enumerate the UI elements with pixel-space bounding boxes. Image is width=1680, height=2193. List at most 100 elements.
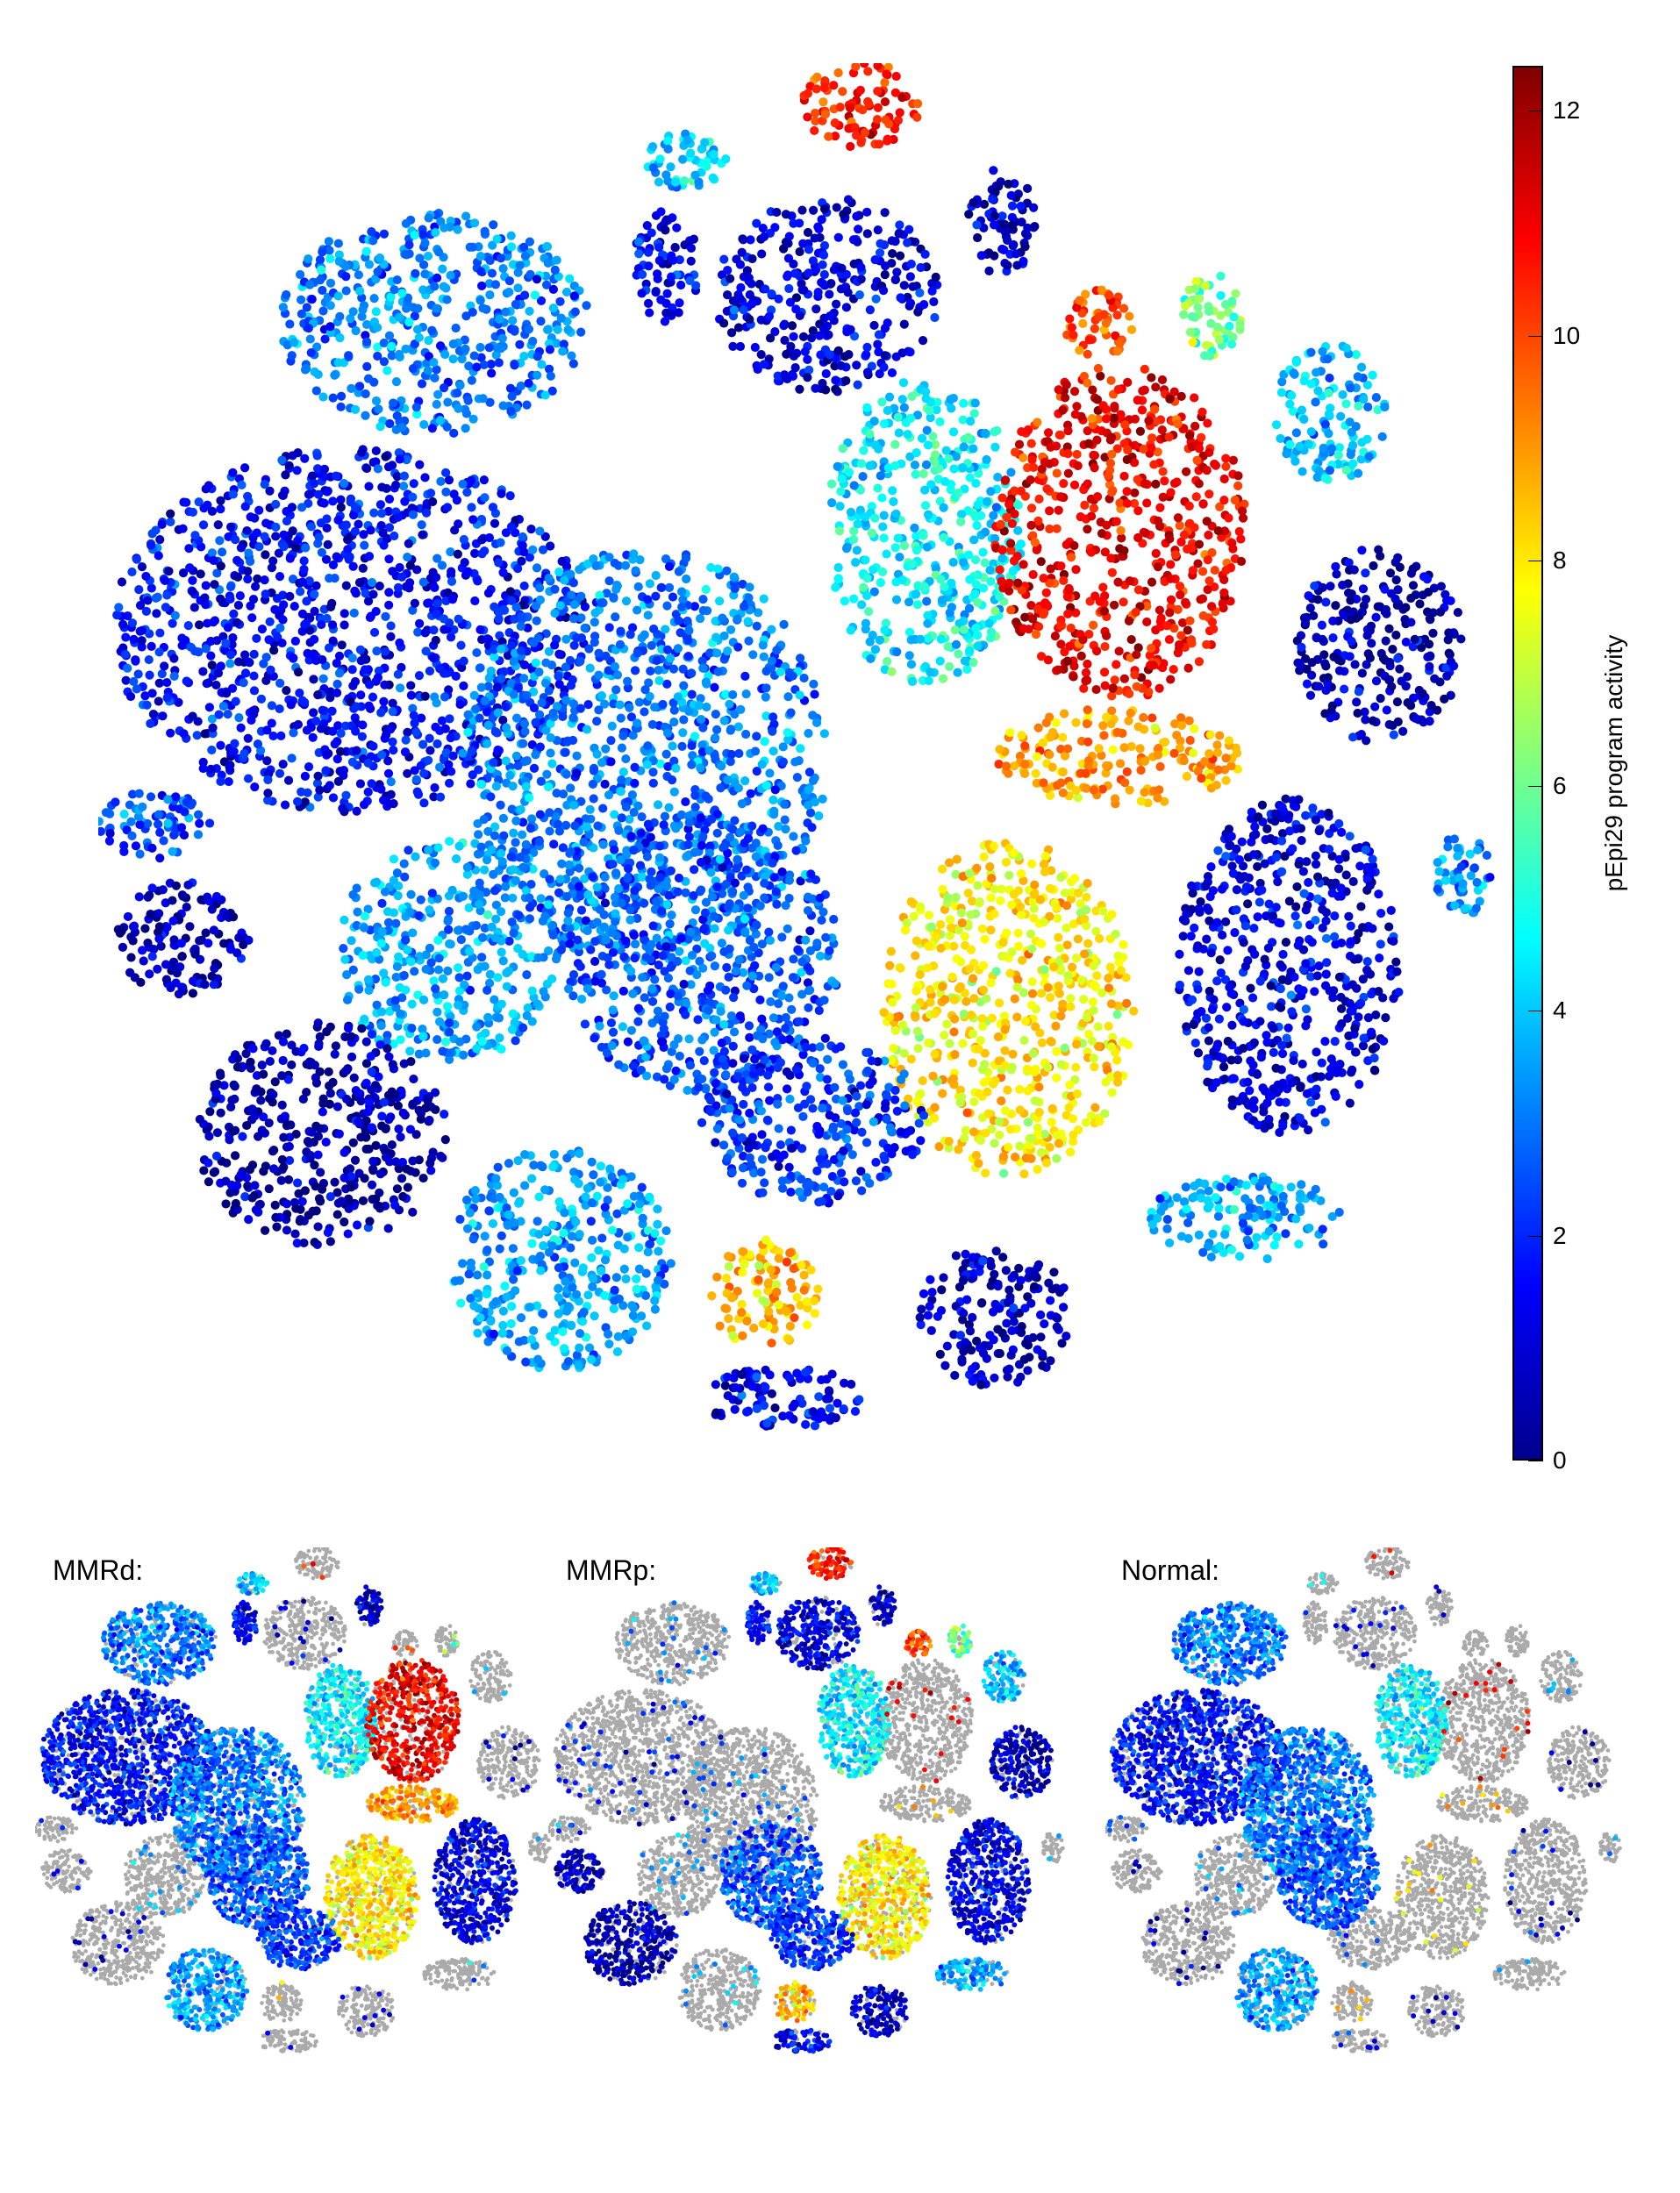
data-point: [1236, 534, 1246, 544]
data-point: [997, 493, 1007, 503]
data-point: [1176, 590, 1185, 600]
data-point: [948, 393, 958, 404]
data-point: [683, 135, 692, 145]
data-point: [796, 744, 805, 754]
data-point: [856, 262, 866, 272]
data-point: [333, 515, 343, 525]
data-point: [821, 368, 831, 379]
data-point: [661, 225, 670, 235]
data-point: [563, 325, 573, 335]
data-point: [330, 574, 340, 583]
data-point: [1076, 651, 1086, 661]
data-point: [371, 446, 381, 456]
data-point: [808, 325, 818, 336]
data-point: [712, 828, 722, 838]
data-point: [558, 346, 568, 356]
data-point: [880, 351, 890, 361]
data-point: [403, 552, 412, 562]
data-point: [922, 596, 932, 606]
data-point: [249, 710, 259, 719]
data-point: [1010, 509, 1019, 519]
data-point: [309, 675, 318, 684]
data-point: [1377, 432, 1387, 441]
data-point: [948, 557, 958, 568]
data-point: [1193, 303, 1203, 312]
data-point: [748, 650, 758, 660]
data-point: [790, 757, 800, 767]
data-point: [447, 595, 458, 604]
data-point: [190, 646, 200, 656]
data-point: [253, 739, 263, 749]
data-point: [670, 242, 680, 253]
data-point: [202, 679, 211, 689]
data-point: [726, 725, 736, 734]
data-point: [182, 676, 191, 686]
data-point: [1371, 612, 1381, 622]
data-point: [430, 582, 440, 592]
data-point: [347, 665, 357, 675]
data-point: [411, 727, 421, 737]
data-point: [696, 614, 705, 624]
data-point: [640, 707, 649, 717]
data-point: [1056, 561, 1066, 571]
data-point: [1069, 540, 1079, 551]
data-point: [371, 457, 381, 467]
data-point: [554, 568, 564, 577]
data-point: [830, 132, 840, 141]
data-point: [129, 634, 139, 645]
data-point: [833, 461, 842, 471]
data-point: [1102, 520, 1112, 530]
data-point: [328, 726, 338, 736]
data-point: [710, 682, 719, 692]
data-point: [1354, 401, 1363, 411]
data-point: [233, 657, 244, 667]
data-point: [863, 67, 873, 76]
data-point: [307, 294, 317, 304]
data-point: [654, 675, 664, 686]
data-point: [540, 390, 550, 400]
data-point: [630, 666, 640, 675]
data-point: [141, 571, 151, 582]
data-point: [1325, 466, 1334, 475]
data-point: [428, 496, 438, 507]
data-point: [1093, 363, 1103, 374]
data-point: [922, 542, 933, 552]
data-point: [747, 299, 757, 309]
data-point: [464, 361, 474, 371]
data-point: [1191, 276, 1201, 287]
data-point: [1072, 303, 1082, 312]
data-point: [1092, 646, 1102, 656]
data-point: [1045, 506, 1054, 516]
data-point: [1190, 523, 1199, 532]
data-point: [414, 332, 424, 342]
data-point: [1321, 661, 1331, 671]
data-point: [415, 254, 425, 263]
data-point: [992, 425, 1002, 436]
data-point: [296, 587, 305, 596]
data-point: [349, 608, 359, 618]
data-point: [379, 696, 389, 706]
data-point: [1338, 580, 1348, 590]
data-point: [765, 768, 775, 778]
data-point: [920, 249, 930, 259]
data-point: [257, 624, 267, 634]
data-point: [1381, 636, 1390, 646]
data-point: [1004, 586, 1014, 596]
data-point: [663, 144, 673, 154]
data-point: [277, 490, 288, 500]
data-point: [594, 648, 604, 658]
data-point: [689, 234, 699, 244]
data-point: [330, 370, 340, 380]
data-point: [646, 666, 655, 676]
data-point: [1364, 452, 1374, 461]
data-point: [973, 500, 983, 510]
data-point: [271, 522, 281, 532]
data-point: [673, 692, 683, 702]
data-point: [999, 245, 1009, 255]
data-point: [1331, 561, 1340, 572]
data-point: [1107, 691, 1117, 701]
data-point: [1331, 601, 1340, 611]
data-point: [209, 618, 218, 627]
data-point: [1113, 384, 1123, 395]
data-point: [783, 239, 793, 248]
